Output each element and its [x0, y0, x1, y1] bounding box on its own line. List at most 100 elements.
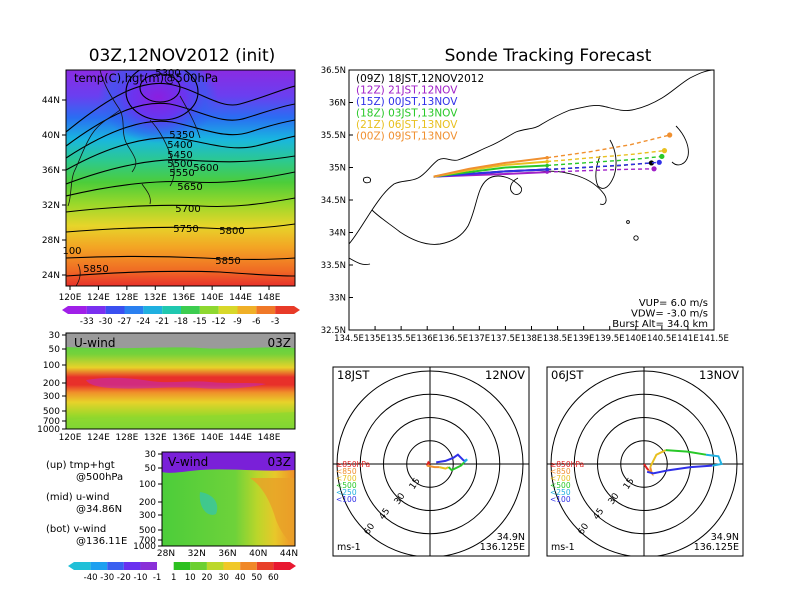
- landing-point: [651, 166, 657, 172]
- map-lon-ticks: 134.5E 135E 135.5E 136E 136.5E 137E 137.5E 138E…: [334, 326, 729, 344]
- wind-colorbar-swatch: [190, 562, 207, 570]
- uwind-level-label: 500: [43, 407, 60, 417]
- uwind-level-label: 700: [43, 417, 60, 427]
- wind-colorbar-label: -20: [117, 573, 131, 583]
- panel-legend-notes: (up) tmp+hgt@500hPa (mid) u-wind@34.86N (b…: [46, 460, 127, 547]
- contour-label: 5800: [219, 226, 244, 237]
- uwind-level-label: 50: [49, 345, 61, 355]
- track-ascent: [433, 156, 548, 178]
- hodograph-pressure-legend: <700: [336, 474, 357, 483]
- top-lat-tick-label: 40N: [42, 131, 60, 141]
- contour-label: 5550: [169, 168, 194, 179]
- uwind-lon-label: 128E: [115, 433, 138, 443]
- wind-colorbar-label: 1: [171, 573, 176, 583]
- cold-core: [98, 70, 218, 143]
- contour-label: 100: [62, 246, 81, 257]
- temp-colorbar-swatch: [218, 306, 238, 314]
- hodograph-pressure-legend: <100: [550, 495, 571, 504]
- left-title: 03Z,12NOV2012 (init): [89, 46, 276, 66]
- wind-colorbar-label: -30: [100, 573, 114, 583]
- burst-point: [545, 163, 549, 168]
- map-lat-label: 35N: [329, 164, 346, 174]
- run-legend-entry: (18Z) 03JST,13NOV: [356, 108, 458, 120]
- temp-colorbar-label: -33: [80, 317, 94, 327]
- burst-point: [545, 155, 549, 160]
- top-lon-tick-label: 124E: [87, 293, 110, 303]
- vwind-level-label: 50: [145, 464, 157, 474]
- wind-colorbar-label: 10: [185, 573, 196, 583]
- uwind-lon-label: 124E: [87, 433, 110, 443]
- coastlines: [67, 70, 201, 286]
- wind-colorbar: [68, 562, 296, 570]
- wind-colorbar-label: 30: [218, 573, 229, 583]
- wind-colorbar-swatch: [157, 562, 174, 570]
- hodograph-pressure-legend: <250: [550, 488, 571, 497]
- temp-colorbar-swatch: [162, 306, 181, 314]
- top-lat-ticks: 44N 40N 36N 32N 28N 24N: [42, 96, 66, 281]
- wind-colorbar-swatch: [273, 562, 290, 570]
- track-map-panel: 134.5E 135E 135.5E 136E 136.5E 137E 137.5E 138E…: [321, 66, 729, 344]
- map-lat-label: 36N: [329, 99, 346, 109]
- wind-colorbar-swatch: [256, 562, 274, 570]
- top-lon-tick-label: 128E: [115, 293, 138, 303]
- map-lat-label: 35.5N: [321, 131, 346, 141]
- temp-colorbar-swatch: [199, 306, 219, 314]
- uwind-level-label: 100: [43, 361, 60, 371]
- contour-label: 5300: [155, 68, 180, 79]
- map-lon-label: 137E: [469, 334, 491, 344]
- temp-colorbar-swatch: [105, 306, 125, 314]
- track-map-background: [349, 70, 714, 330]
- map-lon-label: 136E: [416, 334, 438, 344]
- contour-label: 5600: [193, 163, 218, 174]
- contour-label: 5450: [167, 150, 192, 161]
- top-lat-tick-label: 32N: [42, 201, 60, 211]
- temp-colorbar-label: -18: [174, 317, 188, 327]
- hodograph-pressure-legend: <500: [550, 481, 571, 490]
- uwind-jet-core: [86, 377, 266, 389]
- map-lat-ticks: 36.5N 36N 35.5N 35N 34.5N 34N 33.5N 33N 32.5N: [321, 66, 353, 336]
- wind-colorbar-label: -10: [134, 573, 148, 583]
- temp-colorbar-swatch: [275, 306, 294, 314]
- temp-colorbar-labels: -33 -30 -27 -24 -21 -18 -15 -12 -9 -6 -3: [80, 317, 280, 327]
- uwind-level-label: 30: [49, 331, 61, 341]
- wind-colorbar-swatch: [223, 562, 241, 570]
- legend-note: (mid) u-wind: [46, 492, 109, 503]
- contour-label: 5750: [173, 224, 198, 235]
- track-descent: [547, 161, 660, 171]
- map-lat-label: 32.5N: [321, 326, 346, 336]
- contour-label: 5650: [177, 182, 202, 193]
- hodograph-trace: [643, 463, 650, 471]
- temp-hgt-label: temp(C),hgt(m)@500hPa: [74, 71, 218, 85]
- map-lon-label: 141.5E: [699, 334, 729, 344]
- legend-note: (up) tmp+hgt: [46, 460, 115, 471]
- burst-point: [545, 170, 549, 174]
- temp-colorbar-swatch: [68, 306, 87, 314]
- hodograph-time-label: 06JST: [551, 368, 584, 382]
- map-lon-label: 141E: [677, 334, 699, 344]
- hodograph-trace: [436, 453, 465, 464]
- map-lon-label: 134.5E: [334, 334, 364, 344]
- temp-colorbar-label: -3: [271, 317, 279, 327]
- temp-colorbar-label: -24: [136, 317, 150, 327]
- vwind-label: V-wind: [168, 455, 208, 469]
- map-lon-label: 138E: [521, 334, 543, 344]
- launch-parameter: Burst Alt= 34.0 km: [612, 319, 708, 330]
- landing-point: [661, 148, 668, 154]
- temp-colorbar-label: -6: [252, 317, 260, 327]
- map-lat-label: 36.5N: [321, 66, 346, 76]
- uwind-missing-top: [66, 333, 295, 349]
- hodograph-pressure-legend: <250: [336, 488, 357, 497]
- wind-colorbar-label: 50: [251, 573, 262, 583]
- top-lon-tick-label: 120E: [59, 293, 82, 303]
- hodograph-trace: [649, 449, 667, 468]
- run-legend-entry: (12Z) 21JST,12NOV: [356, 85, 458, 97]
- hodograph-frame: [546, 366, 744, 557]
